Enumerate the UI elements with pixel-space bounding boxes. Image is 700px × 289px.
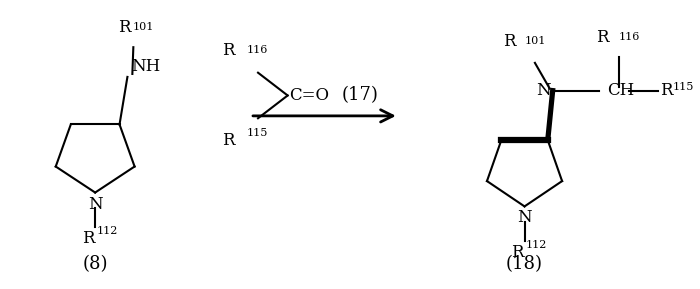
Text: 112: 112 <box>96 226 118 236</box>
Text: (17): (17) <box>342 86 379 105</box>
Text: 115: 115 <box>673 81 694 92</box>
Text: (8): (8) <box>83 255 108 273</box>
Text: 101: 101 <box>525 36 547 46</box>
Text: CH: CH <box>607 82 634 99</box>
Text: (18): (18) <box>506 255 543 273</box>
Text: 116: 116 <box>619 32 640 42</box>
Text: R: R <box>222 132 235 149</box>
Text: C=O: C=O <box>288 87 328 104</box>
Text: 112: 112 <box>526 240 547 250</box>
Text: N: N <box>88 195 102 212</box>
Text: R: R <box>82 230 94 247</box>
Text: NH: NH <box>132 58 160 75</box>
Text: N: N <box>517 209 532 226</box>
Text: 101: 101 <box>132 22 154 32</box>
Text: R: R <box>118 19 130 36</box>
Text: R: R <box>511 244 524 261</box>
Text: R: R <box>222 42 235 59</box>
Text: 116: 116 <box>246 45 267 55</box>
Text: 115: 115 <box>246 128 267 138</box>
Text: N: N <box>536 82 551 99</box>
Text: R: R <box>596 29 609 46</box>
Text: R: R <box>660 82 673 99</box>
Text: R: R <box>503 33 515 50</box>
